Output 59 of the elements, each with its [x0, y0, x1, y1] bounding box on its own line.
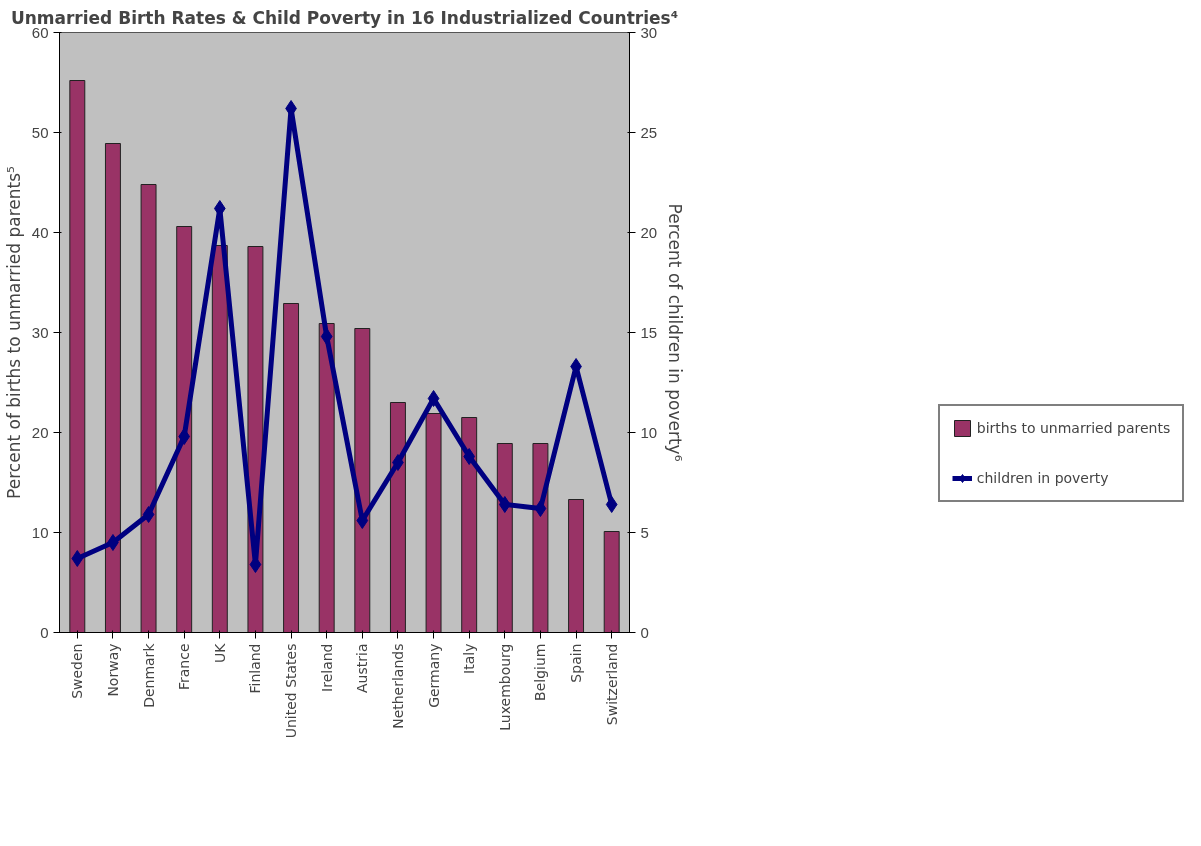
- x-tick-label: Spain: [568, 643, 585, 683]
- x-tick-label: Denmark: [140, 642, 157, 708]
- y-tick-label: 20: [31, 423, 49, 441]
- y-tick-label: 50: [31, 123, 49, 141]
- y2-tick-label: 20: [640, 223, 658, 241]
- x-tick-label: Austria: [354, 643, 371, 693]
- point: [107, 534, 119, 551]
- bar: [532, 443, 549, 633]
- bar: [389, 402, 406, 633]
- y-tick-label: 10: [31, 523, 49, 541]
- point: [605, 496, 618, 513]
- point: [498, 496, 511, 513]
- y-axis-title: Percent of births to unmarried parents⁵: [3, 166, 24, 499]
- bar: [140, 184, 157, 633]
- x-tick-label: Ireland: [318, 643, 335, 692]
- x-tick-label: Sweden: [69, 643, 86, 699]
- bar: [425, 413, 442, 633]
- x-tick-label: Belgium: [532, 643, 549, 701]
- y2-tick-label: 25: [640, 123, 658, 141]
- x-tick-label: Finland: [247, 643, 264, 694]
- point: [71, 550, 84, 567]
- x-tick-label: Netherlands: [389, 643, 406, 729]
- x-tick-label: UK: [211, 642, 228, 663]
- x-tick-label: Luxembourg: [496, 643, 513, 731]
- point: [534, 500, 547, 517]
- bar: [496, 443, 513, 633]
- y2-tick-label: 5: [640, 523, 649, 541]
- y-tick-label: 0: [40, 623, 49, 641]
- bar: [176, 226, 193, 633]
- x-tick-label: Italy: [461, 643, 478, 674]
- y2-tick-label: 15: [640, 323, 658, 341]
- bar: [283, 303, 300, 633]
- bar: [568, 499, 585, 633]
- bar: [603, 531, 620, 633]
- x-tick-label: United States: [283, 643, 300, 739]
- bar: [211, 245, 228, 633]
- bar: [69, 80, 86, 633]
- point: [320, 328, 333, 345]
- y2-tick-label: 0: [640, 623, 649, 641]
- y2-axis-title: Percent of children in poverty⁶: [665, 203, 686, 462]
- bar: [461, 417, 478, 633]
- point: [178, 428, 191, 445]
- x-tick-label: Switzerland: [603, 643, 620, 726]
- bar: [354, 328, 371, 633]
- x-tick-label: Germany: [425, 643, 442, 708]
- bar: [318, 323, 335, 633]
- y-tick-label: 30: [31, 323, 49, 341]
- point: [463, 448, 476, 465]
- point: [427, 390, 440, 407]
- legend-label: births to unmarried parents: [976, 420, 1171, 436]
- x-tick-label: France: [176, 643, 193, 691]
- legend-label: children in poverty: [976, 470, 1109, 486]
- point: [142, 506, 155, 523]
- point: [356, 512, 369, 529]
- y2-tick-label: 10: [640, 423, 658, 441]
- y-tick-label: 40: [31, 223, 49, 241]
- bar: [104, 143, 121, 633]
- point: [392, 454, 404, 471]
- x-tick-label: Norway: [104, 643, 121, 697]
